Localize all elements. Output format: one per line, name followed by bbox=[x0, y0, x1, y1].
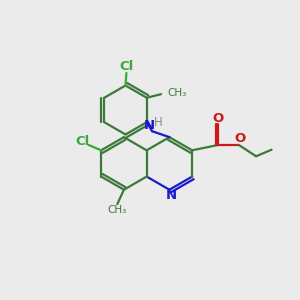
Text: Cl: Cl bbox=[119, 60, 134, 73]
Text: N: N bbox=[165, 189, 176, 202]
Text: H: H bbox=[154, 116, 162, 129]
Text: N: N bbox=[144, 119, 155, 132]
Text: CH₃: CH₃ bbox=[108, 205, 127, 215]
Text: Cl: Cl bbox=[75, 135, 89, 148]
Text: O: O bbox=[234, 132, 245, 145]
Text: O: O bbox=[213, 112, 224, 124]
Text: CH₃: CH₃ bbox=[168, 88, 187, 98]
